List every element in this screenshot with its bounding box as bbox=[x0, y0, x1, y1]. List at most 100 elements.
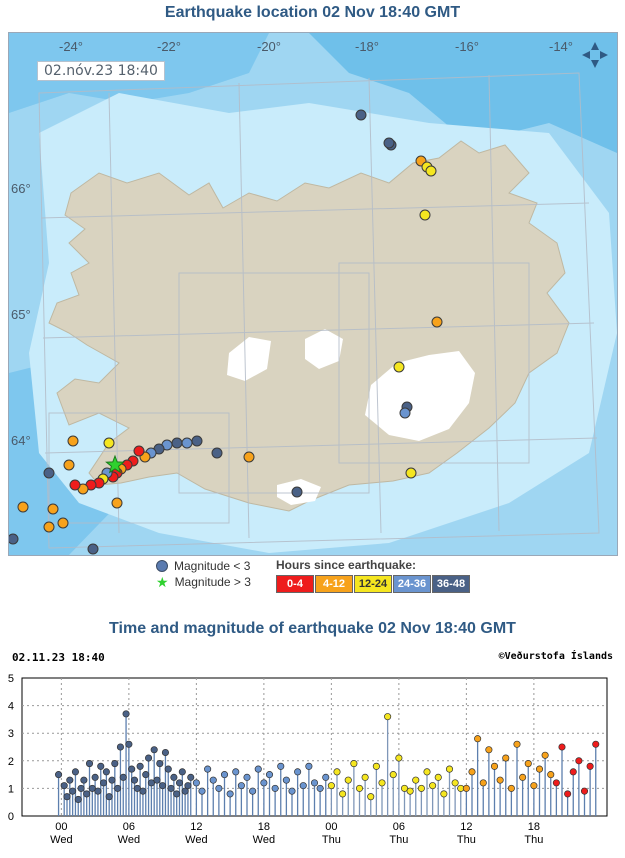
magnitude-point[interactable] bbox=[322, 773, 330, 781]
earthquake-marker[interactable] bbox=[399, 407, 411, 419]
magnitude-point[interactable] bbox=[569, 768, 577, 776]
magnitude-point[interactable] bbox=[147, 779, 155, 787]
magnitude-point[interactable] bbox=[479, 779, 487, 787]
magnitude-point[interactable] bbox=[490, 762, 499, 770]
magnitude-point[interactable] bbox=[66, 776, 74, 784]
magnitude-point[interactable] bbox=[282, 776, 290, 784]
magnitude-point[interactable] bbox=[128, 765, 136, 773]
magnitude-point[interactable] bbox=[63, 793, 71, 801]
magnitude-point[interactable] bbox=[198, 787, 206, 795]
magnitude-point[interactable] bbox=[60, 782, 68, 790]
magnitude-point[interactable] bbox=[530, 782, 538, 790]
magnitude-point[interactable] bbox=[71, 768, 79, 776]
magnitude-point[interactable] bbox=[507, 784, 515, 792]
earthquake-marker[interactable] bbox=[291, 486, 303, 498]
magnitude-point[interactable] bbox=[502, 754, 510, 762]
magnitude-point[interactable] bbox=[288, 787, 296, 795]
magnitude-point[interactable] bbox=[220, 771, 229, 779]
magnitude-point[interactable] bbox=[339, 790, 347, 798]
magnitude-point[interactable] bbox=[164, 765, 172, 773]
magnitude-point[interactable] bbox=[237, 782, 245, 790]
magnitude-point[interactable] bbox=[277, 762, 285, 770]
magnitude-point[interactable] bbox=[462, 784, 470, 792]
magnitude-point[interactable] bbox=[136, 762, 144, 770]
magnitude-point[interactable] bbox=[153, 776, 161, 784]
earthquake-marker[interactable] bbox=[355, 109, 367, 121]
earthquake-marker[interactable] bbox=[103, 437, 115, 449]
earthquake-marker[interactable] bbox=[63, 459, 75, 471]
magnitude-point[interactable] bbox=[114, 784, 122, 792]
magnitude-point[interactable] bbox=[88, 784, 96, 792]
magnitude-point[interactable] bbox=[232, 768, 240, 776]
earthquake-marker[interactable] bbox=[17, 501, 29, 513]
magnitude-point[interactable] bbox=[91, 773, 99, 781]
magnitude-point[interactable] bbox=[55, 771, 63, 779]
earthquake-map[interactable]: 02.nóv.23 18:40 -24° -22° -20° -18° -16°… bbox=[8, 32, 618, 556]
magnitude-point[interactable] bbox=[592, 740, 600, 748]
magnitude-point[interactable] bbox=[316, 784, 324, 792]
magnitude-point[interactable] bbox=[271, 784, 279, 792]
magnitude-point[interactable] bbox=[119, 773, 127, 781]
earthquake-marker[interactable] bbox=[69, 479, 81, 491]
magnitude-point[interactable] bbox=[209, 776, 217, 784]
earthquake-marker[interactable] bbox=[133, 445, 145, 457]
magnitude-point[interactable] bbox=[130, 776, 139, 784]
magnitude-point[interactable] bbox=[372, 762, 380, 770]
magnitude-point[interactable] bbox=[564, 790, 572, 798]
magnitude-point[interactable] bbox=[434, 773, 442, 781]
magnitude-point[interactable] bbox=[215, 784, 223, 792]
magnitude-point[interactable] bbox=[142, 771, 150, 779]
earthquake-marker[interactable] bbox=[383, 137, 395, 149]
magnitude-point[interactable] bbox=[173, 790, 181, 798]
earthquake-marker[interactable] bbox=[211, 447, 223, 459]
magnitude-point[interactable] bbox=[519, 773, 527, 781]
magnitude-point[interactable] bbox=[541, 751, 549, 759]
magnitude-point[interactable] bbox=[265, 771, 274, 779]
earthquake-marker[interactable] bbox=[9, 533, 19, 545]
earthquake-marker[interactable] bbox=[243, 451, 255, 463]
magnitude-point[interactable] bbox=[175, 779, 184, 787]
magnitude-point[interactable] bbox=[108, 776, 116, 784]
magnitude-point[interactable] bbox=[80, 776, 88, 784]
magnitude-point[interactable] bbox=[361, 773, 369, 781]
magnitude-point[interactable] bbox=[513, 740, 521, 748]
magnitude-point[interactable] bbox=[327, 782, 335, 790]
earthquake-marker[interactable] bbox=[87, 543, 99, 555]
magnitude-point[interactable] bbox=[429, 782, 437, 790]
magnitude-point[interactable] bbox=[547, 771, 555, 779]
magnitude-point[interactable] bbox=[125, 740, 133, 748]
magnitude-point[interactable] bbox=[575, 757, 583, 765]
earthquake-marker[interactable] bbox=[67, 435, 79, 447]
magnitude-point[interactable] bbox=[178, 768, 186, 776]
magnitude-point[interactable] bbox=[440, 790, 448, 798]
magnitude-point[interactable] bbox=[423, 768, 431, 776]
magnitude-point[interactable] bbox=[395, 754, 403, 762]
magnitude-point[interactable] bbox=[485, 746, 493, 754]
magnitude-point[interactable] bbox=[558, 743, 566, 751]
magnitude-point[interactable] bbox=[116, 743, 124, 751]
magnitude-point[interactable] bbox=[187, 773, 195, 781]
magnitude-point[interactable] bbox=[97, 762, 105, 770]
earthquake-marker[interactable] bbox=[111, 497, 123, 509]
magnitude-point[interactable] bbox=[249, 787, 257, 795]
magnitude-point[interactable] bbox=[105, 793, 113, 801]
magnitude-point[interactable] bbox=[243, 773, 251, 781]
earthquake-marker[interactable] bbox=[57, 517, 69, 529]
magnitude-point[interactable] bbox=[94, 787, 102, 795]
magnitude-point[interactable] bbox=[69, 787, 77, 795]
earthquake-marker[interactable] bbox=[43, 521, 55, 533]
earthquake-marker[interactable] bbox=[43, 467, 55, 479]
magnitude-point[interactable] bbox=[100, 779, 108, 787]
magnitude-point[interactable] bbox=[294, 768, 302, 776]
magnitude-point[interactable] bbox=[474, 735, 482, 743]
magnitude-point[interactable] bbox=[468, 768, 476, 776]
earthquake-marker[interactable] bbox=[425, 165, 437, 177]
magnitude-point[interactable] bbox=[310, 779, 319, 787]
magnitude-point[interactable] bbox=[161, 748, 169, 757]
magnitude-point[interactable] bbox=[122, 710, 130, 718]
magnitude-point[interactable] bbox=[181, 787, 189, 795]
magnitude-point[interactable] bbox=[586, 762, 594, 770]
magnitude-point[interactable] bbox=[74, 795, 82, 803]
magnitude-point[interactable] bbox=[524, 760, 532, 768]
magnitude-point[interactable] bbox=[580, 787, 589, 795]
